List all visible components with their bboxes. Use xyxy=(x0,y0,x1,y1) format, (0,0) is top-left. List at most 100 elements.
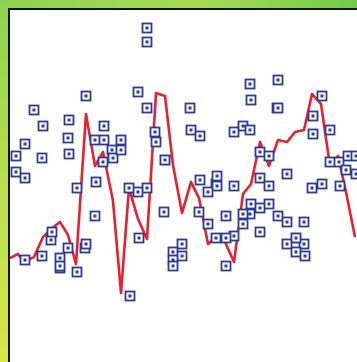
data-point-marker xyxy=(194,174,206,186)
data-point-marker xyxy=(97,156,109,168)
data-point-marker xyxy=(281,216,293,228)
data-point-marker xyxy=(340,164,352,176)
data-point-marker xyxy=(37,120,49,132)
scatter-series xyxy=(10,22,357,302)
data-point-marker xyxy=(149,126,161,138)
data-point-marker xyxy=(54,260,66,272)
data-point-marker xyxy=(19,172,31,184)
data-point-marker xyxy=(115,134,127,146)
data-point-marker xyxy=(237,218,249,230)
data-point-marker xyxy=(89,134,101,146)
data-point-marker xyxy=(159,154,171,166)
data-point-marker xyxy=(124,290,136,302)
data-point-marker xyxy=(211,180,223,192)
data-point-marker xyxy=(220,232,232,244)
data-point-marker xyxy=(158,206,170,218)
data-point-marker xyxy=(228,126,240,138)
data-point-marker xyxy=(272,210,284,222)
data-point-marker xyxy=(115,144,127,156)
data-point-marker xyxy=(71,182,83,194)
data-point-marker xyxy=(185,124,197,136)
data-point-marker xyxy=(290,232,302,244)
data-point-marker xyxy=(244,78,256,90)
data-point-marker xyxy=(63,148,75,160)
data-point-marker xyxy=(307,110,319,122)
data-point-marker xyxy=(333,156,345,168)
data-point-marker xyxy=(202,218,214,230)
data-point-marker xyxy=(176,250,188,262)
data-point-marker xyxy=(133,232,145,244)
data-point-marker xyxy=(350,150,357,162)
data-point-marker xyxy=(194,130,206,142)
line-series xyxy=(9,91,357,295)
data-point-marker xyxy=(316,178,328,190)
data-point-marker xyxy=(19,254,31,266)
data-point-marker xyxy=(141,102,153,114)
data-point-marker xyxy=(254,172,266,184)
data-point-marker xyxy=(10,150,22,162)
data-point-marker xyxy=(184,102,196,114)
data-point-marker xyxy=(63,114,75,126)
data-point-marker xyxy=(132,86,144,98)
data-point-marker xyxy=(193,206,205,218)
data-point-marker xyxy=(290,246,302,258)
data-point-marker xyxy=(324,124,336,136)
data-point-marker xyxy=(281,168,293,180)
data-point-marker xyxy=(254,226,266,238)
data-point-marker xyxy=(19,138,31,150)
data-point-marker xyxy=(141,22,153,34)
data-point-marker xyxy=(254,146,266,158)
data-point-marker xyxy=(10,166,22,178)
data-point-marker xyxy=(150,136,162,148)
data-point-marker xyxy=(141,182,153,194)
data-point-marker xyxy=(80,238,92,250)
data-point-marker xyxy=(176,238,188,250)
data-point-marker xyxy=(80,90,92,102)
data-point-marker xyxy=(244,124,256,136)
frame-left-strip xyxy=(0,0,8,362)
plot-area xyxy=(8,8,357,362)
data-point-marker xyxy=(123,182,135,194)
data-point-marker xyxy=(90,176,102,188)
data-point-marker xyxy=(167,260,179,272)
data-point-marker xyxy=(306,182,318,194)
data-point-marker xyxy=(220,210,232,222)
data-point-marker xyxy=(245,94,257,106)
data-point-marker xyxy=(141,36,153,48)
data-point-marker xyxy=(107,152,119,164)
data-point-marker xyxy=(263,150,275,162)
data-point-marker xyxy=(211,170,223,182)
data-point-marker xyxy=(228,180,240,192)
data-point-marker xyxy=(263,198,275,210)
data-point-marker xyxy=(220,260,232,272)
data-point-marker xyxy=(36,152,48,164)
data-point-marker xyxy=(307,128,319,140)
data-point-marker xyxy=(334,180,346,192)
data-point-marker xyxy=(281,238,293,250)
data-point-marker xyxy=(62,242,74,254)
data-point-marker xyxy=(89,210,101,222)
data-point-marker xyxy=(98,134,110,146)
data-point-marker xyxy=(98,120,110,132)
data-point-marker xyxy=(350,168,357,180)
data-point-marker xyxy=(254,202,266,214)
data-point-marker xyxy=(298,238,310,250)
data-point-marker xyxy=(324,156,336,168)
series-line xyxy=(9,91,357,295)
frame-top-strip xyxy=(0,0,357,8)
data-point-marker xyxy=(263,180,275,192)
data-point-marker xyxy=(316,90,328,102)
data-point-marker xyxy=(210,232,222,244)
data-point-marker xyxy=(36,250,48,262)
data-point-marker xyxy=(71,266,83,278)
data-point-marker xyxy=(245,198,257,210)
data-point-marker xyxy=(132,186,144,198)
data-point-marker xyxy=(237,208,249,220)
data-point-marker xyxy=(299,250,311,262)
data-point-marker xyxy=(202,186,214,198)
data-point-marker xyxy=(272,102,284,114)
data-point-marker xyxy=(62,132,74,144)
data-point-marker xyxy=(28,104,40,116)
data-point-marker xyxy=(272,74,284,86)
